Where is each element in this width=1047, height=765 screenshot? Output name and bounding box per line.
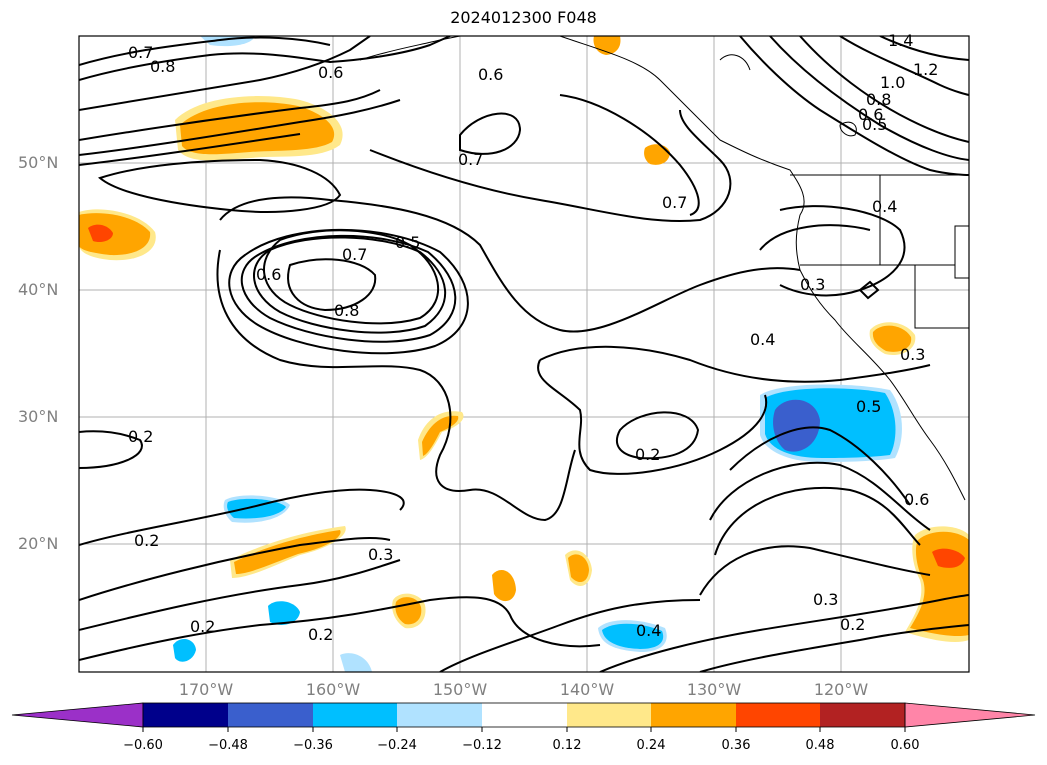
colorbar-tick-label: −0.36: [293, 738, 333, 753]
contour-label: 0.2: [308, 625, 333, 644]
contour-label: 0.7: [662, 193, 687, 212]
colorbar-segment: [143, 703, 228, 727]
lon-label: 170°W: [178, 680, 234, 699]
anomaly-positive: [234, 530, 341, 574]
colorbar-tick-label: −0.48: [208, 738, 248, 753]
anomaly-positive: [932, 548, 965, 568]
colorbar-tick-label: 0.24: [636, 738, 666, 753]
colorbar: [11, 702, 1036, 732]
contour-label: 1.0: [880, 73, 905, 92]
colorbar-segment: [313, 703, 397, 727]
colorbar-segment: [651, 703, 736, 727]
contour-label: 0.8: [334, 301, 359, 320]
contour-label: 0.3: [900, 345, 925, 364]
contour-label: 0.5: [862, 115, 887, 134]
contour-label: 0.6: [904, 490, 929, 509]
contour-label: 0.8: [150, 57, 175, 76]
contour-label: 0.2: [190, 617, 215, 636]
colorbar-tick-label: 0.48: [805, 738, 835, 753]
contour-label: 0.3: [800, 275, 825, 294]
anomaly-positive: [644, 144, 670, 165]
contour-label: 0.7: [458, 150, 483, 169]
contour-label: 0.2: [134, 531, 159, 550]
anomaly-positive: [88, 224, 113, 243]
colorbar-tick-label: −0.24: [377, 738, 417, 753]
anomaly-negative: [340, 653, 372, 672]
anomaly-negative: [227, 498, 286, 519]
coastlines: [359, 36, 969, 501]
anomaly-negative: [173, 638, 196, 662]
contour-label: 0.7: [128, 43, 153, 62]
colorbar-extend-low: [11, 702, 144, 728]
colorbar-tick-label: 0.12: [552, 738, 582, 753]
anomaly-positive: [492, 570, 516, 602]
contour-label: 0.7: [342, 245, 367, 264]
contour-label: 0.6: [318, 63, 343, 82]
contour-label: 0.5: [395, 233, 420, 252]
colorbar-segment: [820, 703, 905, 727]
contour-label: 0.8: [866, 90, 891, 109]
colorbar-tick-label: −0.12: [462, 738, 502, 753]
anomaly-positive: [872, 325, 912, 352]
anomaly-negative: [773, 399, 820, 452]
lon-label: 120°W: [813, 680, 869, 699]
colorbar-segment: [736, 703, 820, 727]
contour-label: 0.6: [478, 65, 503, 84]
lon-label: 130°W: [686, 680, 742, 699]
colorbar-extend-high: [904, 702, 1036, 728]
contour-label: 0.4: [636, 621, 661, 640]
lat-label: 50°N: [18, 153, 59, 172]
colorbar-segment: [482, 703, 567, 727]
lon-label: 160°W: [305, 680, 361, 699]
contour-label: 0.5: [856, 397, 881, 416]
contour-label: 0.4: [872, 197, 897, 216]
colorbar-tick-label: 0.36: [721, 738, 751, 753]
colorbar-segment: [567, 703, 651, 727]
colorbar-tick-label: 0.60: [890, 738, 920, 753]
contour-label: 0.2: [840, 615, 865, 634]
contour-label: 0.6: [858, 105, 883, 124]
contour-lines: [79, 36, 969, 672]
contour-label: 0.2: [128, 427, 153, 446]
colorbar-segment: [228, 703, 313, 727]
colorbar-segment: [397, 703, 482, 727]
lon-label: 140°W: [559, 680, 615, 699]
lat-label: 40°N: [18, 280, 59, 299]
lat-label: 30°N: [18, 407, 59, 426]
lat-label: 20°N: [18, 534, 59, 553]
contour-label: 0.4: [750, 330, 775, 349]
lon-label: 150°W: [432, 680, 488, 699]
map-title: 2024012300 F048: [450, 8, 597, 27]
contour-label: 1.4: [888, 31, 913, 50]
contour-label-layer: 0.7 0.8 0.6 0.6 0.7 0.7 0.5 0.7 0.6 0.8 …: [128, 31, 938, 644]
colorbar-tick-label: −0.60: [123, 738, 163, 753]
contour-label: 0.6: [256, 265, 281, 284]
colorbar-frame: [142, 702, 906, 728]
anomaly-positive: [593, 36, 621, 55]
contour-label: 0.3: [368, 545, 393, 564]
contour-label: 1.2: [913, 60, 938, 79]
contour-label: 0.3: [813, 590, 838, 609]
contour-label: 0.2: [635, 445, 660, 464]
map-frame: [78, 35, 970, 673]
anomaly-negative: [602, 623, 664, 649]
anomaly-negative: [268, 601, 300, 625]
anomaly-positive: [79, 213, 151, 256]
anomaly-positive: [568, 554, 589, 583]
